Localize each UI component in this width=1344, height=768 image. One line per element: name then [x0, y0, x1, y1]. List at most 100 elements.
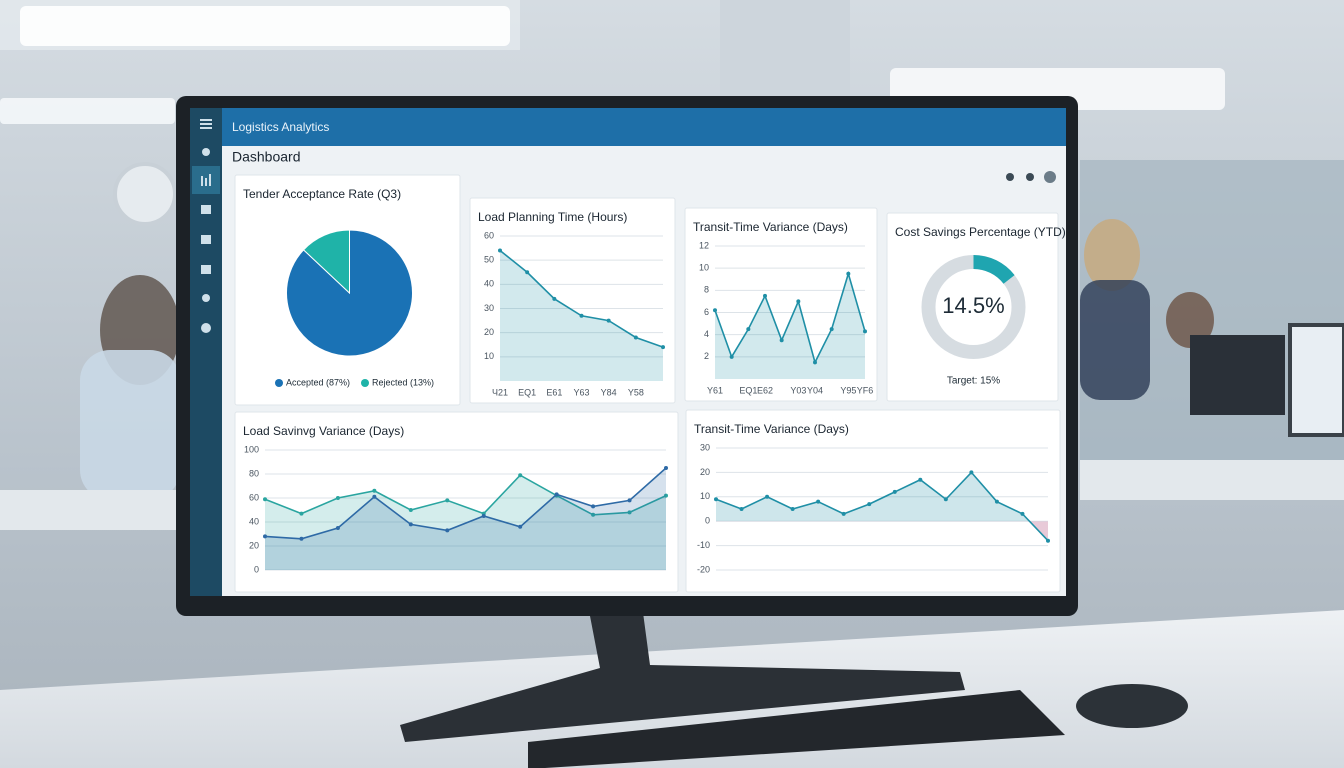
- legend-label: Accepted (87%): [286, 377, 350, 387]
- point: [525, 270, 530, 275]
- point: [867, 502, 872, 507]
- point: [408, 522, 413, 527]
- menu-icon[interactable]: [200, 123, 212, 125]
- point: [713, 308, 717, 313]
- legend-swatch: [275, 379, 283, 387]
- y-tick-label: 20: [700, 467, 710, 477]
- point: [498, 248, 502, 253]
- point: [554, 492, 559, 497]
- point: [714, 497, 718, 502]
- point: [739, 507, 744, 511]
- help-icon[interactable]: [1006, 173, 1014, 181]
- x-tick-label: Y63: [573, 387, 589, 397]
- desk-background: [0, 490, 180, 530]
- point: [969, 470, 974, 475]
- x-tick-label: EQ1: [739, 385, 757, 395]
- card-title: Transit-Time Variance (Days): [693, 220, 848, 234]
- nav-icon[interactable]: [201, 265, 211, 274]
- point: [445, 498, 450, 503]
- nav-icon[interactable]: [202, 294, 210, 302]
- wall-clock: [113, 162, 177, 226]
- y-tick-label: 12: [699, 240, 709, 250]
- point: [765, 494, 770, 499]
- point: [579, 313, 584, 318]
- point: [790, 507, 795, 511]
- nav-icon[interactable]: [201, 323, 211, 333]
- card-title: Load Planning Time (Hours): [478, 210, 627, 224]
- mouse: [1076, 684, 1188, 728]
- card: [234, 411, 679, 593]
- y-tick-label: 30: [484, 303, 494, 313]
- ceiling-light: [20, 6, 510, 46]
- y-tick-label: 50: [484, 255, 494, 265]
- person-blur: [80, 350, 180, 500]
- donut-value: 14.5%: [942, 293, 1004, 318]
- top-bar: [190, 108, 1066, 146]
- point: [863, 329, 867, 334]
- nav-icon[interactable]: [201, 205, 211, 214]
- menu-icon[interactable]: [200, 127, 212, 129]
- menu-icon[interactable]: [200, 119, 212, 121]
- notification-icon[interactable]: [1026, 173, 1034, 181]
- point: [664, 466, 668, 470]
- x-tick-label: EQ1: [518, 387, 536, 397]
- point: [518, 473, 523, 478]
- point: [661, 345, 665, 350]
- x-tick-label: Ч21: [492, 387, 508, 397]
- y-tick-label: 10: [699, 263, 709, 273]
- line: [714, 270, 866, 365]
- nav-icon[interactable]: [201, 235, 211, 244]
- line: [264, 474, 667, 516]
- point: [816, 499, 821, 504]
- line: [715, 471, 1049, 542]
- point: [606, 318, 611, 323]
- point: [299, 536, 304, 541]
- point: [263, 534, 267, 539]
- chart-icon: [201, 176, 203, 186]
- area-fill-negative: [1029, 521, 1048, 541]
- y-tick-label: 40: [484, 279, 494, 289]
- point: [263, 497, 267, 502]
- card: [469, 197, 676, 404]
- point: [335, 526, 340, 530]
- monitor-stand: [400, 590, 965, 742]
- chart-icon: [205, 178, 207, 186]
- y-tick-label: 2: [704, 351, 709, 361]
- y-tick-label: -10: [697, 540, 710, 550]
- card-title: Load Savinvg Variance (Days): [243, 424, 404, 438]
- point: [813, 360, 817, 365]
- x-tick-label: YF6: [857, 385, 874, 395]
- point: [1020, 511, 1025, 516]
- point: [627, 498, 632, 503]
- point: [918, 477, 923, 482]
- card: [684, 207, 878, 402]
- point: [763, 293, 767, 298]
- point: [552, 296, 557, 301]
- donut-arc: [973, 255, 1015, 284]
- person-blur: [1166, 292, 1214, 348]
- y-tick-label: 10: [700, 491, 710, 501]
- y-tick-label: 60: [249, 492, 259, 502]
- y-tick-label: 6: [704, 307, 709, 317]
- point: [627, 510, 632, 515]
- y-tick-label: 20: [249, 540, 259, 550]
- card-title: Cost Savings Percentage (YTD): [895, 225, 1066, 239]
- point: [518, 524, 523, 529]
- desk-background: [1080, 460, 1344, 500]
- point: [591, 512, 596, 517]
- x-tick-label: E62: [757, 385, 773, 395]
- ceiling-light: [0, 98, 175, 124]
- y-tick-label: 4: [704, 329, 709, 339]
- avatar[interactable]: [1044, 171, 1056, 183]
- point: [372, 494, 377, 499]
- x-tick-label: Y84: [601, 387, 617, 397]
- sidebar-icons: [192, 119, 220, 333]
- x-tick-label: Y61: [707, 385, 723, 395]
- point: [481, 514, 486, 518]
- area-fill: [715, 273, 865, 379]
- point: [746, 327, 751, 332]
- nav-icon[interactable]: [202, 148, 210, 156]
- y-tick-label: -20: [697, 564, 710, 574]
- point: [779, 338, 784, 343]
